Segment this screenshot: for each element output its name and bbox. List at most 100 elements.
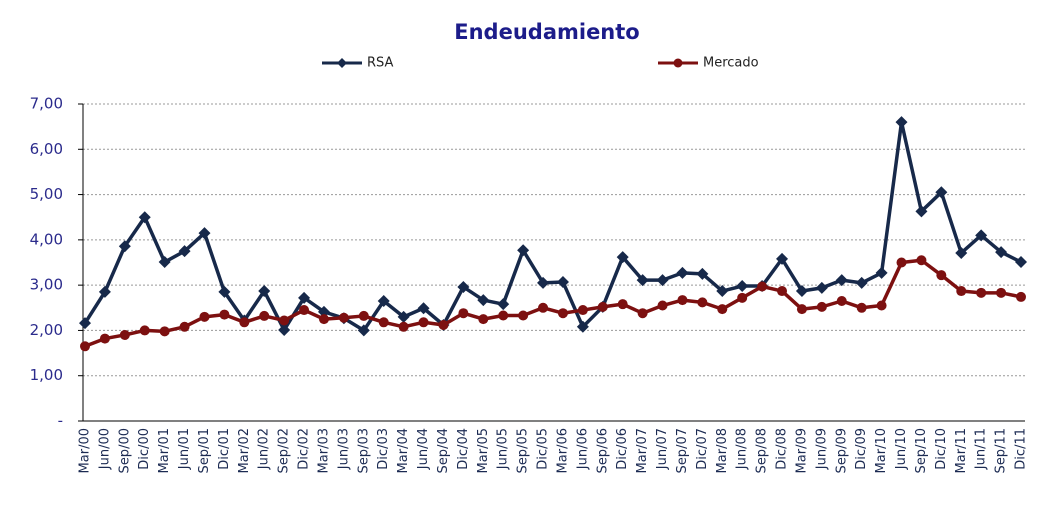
x-tick-label: Dic/11	[1014, 428, 1029, 470]
x-tick-label: Sep/02	[277, 428, 292, 473]
data-marker	[219, 309, 230, 320]
x-tick-label: Mar/11	[954, 428, 969, 473]
data-marker	[457, 280, 470, 293]
x-tick-label: Sep/09	[834, 428, 849, 473]
chart-title: Endeudamiento	[454, 20, 639, 44]
x-tick-label: Dic/00	[137, 428, 152, 470]
data-marker	[80, 341, 90, 352]
data-marker	[218, 285, 231, 298]
data-marker	[119, 329, 130, 340]
data-marker	[576, 320, 589, 333]
data-marker	[198, 227, 211, 240]
x-tick-label: Mar/04	[396, 428, 411, 473]
data-marker	[956, 286, 967, 297]
data-marker	[955, 246, 968, 259]
data-marker	[138, 211, 151, 224]
legend-marker	[673, 58, 683, 68]
data-marker	[736, 280, 749, 293]
x-tick-label: Dic/05	[536, 428, 551, 470]
data-marker	[757, 281, 768, 292]
x-tick-label: Jun/05	[496, 428, 511, 470]
x-tick-label: Mar/06	[555, 428, 570, 473]
y-tick-label: 5,00	[30, 185, 63, 203]
data-marker	[239, 317, 250, 328]
x-tick-label: Jun/04	[416, 428, 431, 470]
data-marker	[517, 244, 530, 257]
data-marker	[79, 317, 91, 330]
x-tick-label: Jun/01	[177, 428, 192, 470]
data-marker	[995, 246, 1008, 259]
x-tick-label: Jun/10	[894, 428, 909, 470]
data-marker	[278, 323, 291, 336]
y-tick-label: -	[58, 412, 63, 430]
data-marker	[299, 305, 310, 316]
data-marker	[358, 310, 369, 321]
y-tick-label: 7,00	[30, 95, 63, 113]
x-tick-label: Sep/10	[914, 428, 929, 473]
data-marker	[1016, 291, 1026, 302]
data-marker	[895, 116, 908, 129]
y-tick-label: 3,00	[30, 276, 63, 294]
x-tick-label: Sep/04	[436, 428, 451, 473]
x-tick-label: Dic/09	[854, 428, 869, 470]
data-marker	[657, 300, 668, 311]
data-marker	[856, 302, 867, 313]
data-marker	[697, 297, 708, 308]
data-marker	[855, 276, 868, 289]
x-tick-label: Sep/11	[994, 428, 1009, 473]
x-tick-label: Mar/08	[715, 428, 730, 473]
data-marker	[696, 267, 709, 280]
x-tick-label: Dic/07	[695, 428, 710, 470]
data-marker	[317, 305, 330, 318]
x-tick-label: Jun/08	[735, 428, 750, 470]
x-tick-label: Jun/03	[336, 428, 351, 470]
data-marker	[159, 326, 170, 337]
x-tick-label: Mar/01	[157, 428, 172, 473]
data-marker	[916, 255, 927, 266]
x-tick-label: Mar/07	[635, 428, 650, 473]
x-tick-label: Jun/11	[974, 428, 989, 470]
data-marker	[158, 256, 171, 269]
data-marker	[538, 302, 549, 313]
x-tick-label: Mar/09	[794, 428, 809, 473]
data-marker	[677, 295, 688, 306]
data-marker	[835, 274, 848, 287]
data-marker	[179, 321, 190, 332]
legend-label: Mercado	[703, 56, 759, 71]
data-marker	[417, 302, 430, 315]
data-marker	[518, 310, 529, 321]
data-marker	[936, 270, 947, 281]
data-marker	[996, 287, 1007, 298]
data-marker	[458, 308, 469, 319]
data-marker	[537, 276, 550, 289]
data-marker	[875, 266, 888, 279]
data-marker	[935, 186, 948, 199]
data-marker	[357, 324, 370, 337]
data-marker	[656, 274, 669, 287]
x-tick-label: Jun/07	[655, 428, 670, 470]
data-marker	[478, 314, 489, 325]
data-marker	[737, 292, 748, 303]
data-marker	[796, 304, 807, 315]
legend-label: RSA	[367, 56, 394, 71]
x-tick-label: Dic/10	[934, 428, 949, 470]
series-line	[83, 120, 1022, 333]
data-marker	[777, 286, 788, 297]
x-tick-label: Mar/00	[78, 428, 93, 473]
data-marker	[636, 274, 649, 287]
x-tick-label: Sep/08	[755, 428, 770, 473]
data-marker	[836, 295, 847, 306]
x-tick-label: Jun/02	[257, 428, 272, 470]
data-marker	[637, 308, 648, 319]
data-marker	[477, 294, 490, 307]
x-tick-label: Mar/10	[874, 428, 889, 473]
x-tick-label: Mar/05	[476, 428, 491, 473]
data-marker	[279, 315, 290, 326]
data-marker	[616, 251, 629, 264]
data-marker	[497, 298, 510, 311]
data-marker	[199, 311, 210, 322]
data-marker	[577, 305, 588, 316]
data-marker	[377, 294, 390, 307]
